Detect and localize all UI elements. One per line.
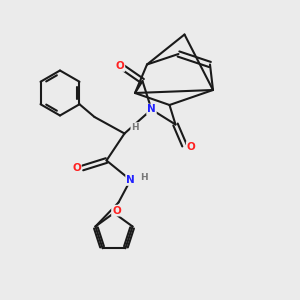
Text: N: N bbox=[147, 104, 156, 115]
Text: O: O bbox=[116, 61, 124, 71]
Text: H: H bbox=[140, 172, 148, 182]
Text: O: O bbox=[72, 163, 81, 173]
Text: O: O bbox=[112, 206, 121, 216]
Text: N: N bbox=[126, 175, 135, 185]
Text: O: O bbox=[187, 142, 196, 152]
Text: H: H bbox=[131, 123, 139, 132]
